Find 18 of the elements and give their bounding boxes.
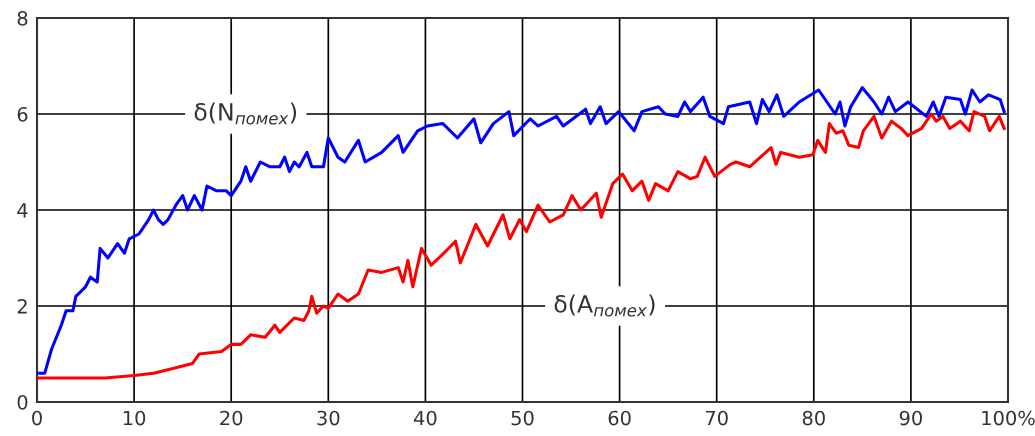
x-tick-label: 30: [317, 410, 340, 426]
x-tick-label: 70: [705, 410, 728, 426]
x-tick-label: 80: [802, 410, 825, 426]
series-label: δ(N$_{помех}$): [194, 102, 297, 125]
y-tick-label: 0: [17, 394, 28, 410]
x-tick-label: 0: [32, 410, 42, 426]
y-tick-label: 2: [17, 298, 27, 314]
x-tick-label: 10: [123, 410, 146, 426]
x-tick-label: 20: [220, 410, 243, 426]
x-tick-label: 50: [511, 410, 534, 426]
y-tick-label: 4: [17, 203, 28, 218]
x-tick-label: 40: [413, 410, 437, 426]
x-tick-label: 60: [608, 410, 631, 426]
y-tick-label: 6: [17, 106, 28, 122]
text: δ(A$_{помех}$): [554, 294, 655, 317]
x-tick-label: 90: [899, 410, 922, 426]
y-tick-label: 8: [17, 10, 28, 26]
x-tick-label: 100%: [982, 410, 1035, 426]
